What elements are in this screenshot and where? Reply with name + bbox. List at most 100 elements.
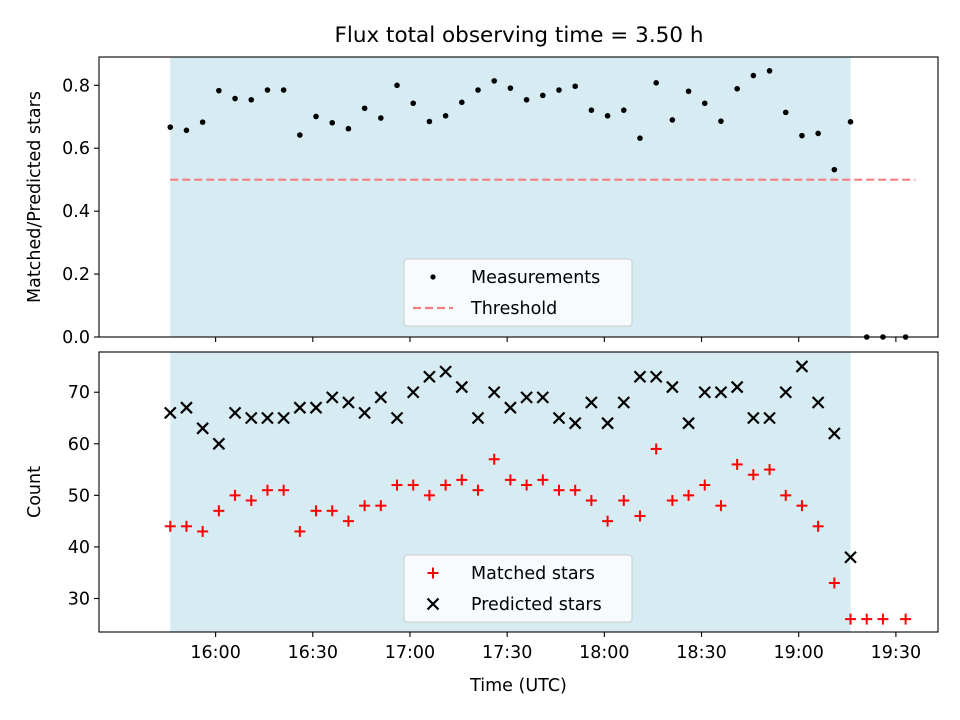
predicted-star-point [455,380,469,394]
measurement-point [685,88,692,95]
measurement-point [539,92,546,99]
predicted-star-point [666,380,679,394]
matched-star-point [278,484,290,496]
predicted-star-point [196,422,209,435]
matched-star-point [294,525,306,537]
matched-star-point [164,520,176,532]
predicted-star-point [520,391,533,404]
measurement-point [491,78,498,84]
x-stroke [585,396,598,409]
plus-marker-icon [427,567,439,579]
predicted-star-point [406,385,420,399]
predicted-star-point [244,411,258,425]
x-stroke [828,427,841,440]
matched-star-point [845,613,857,625]
plus-marker [427,567,439,579]
predicted-star-point [293,401,307,414]
x-axis-ticks: 16:00 16:30 17:00 17:30 18:00 18:30 19:00 19:30 [190,632,921,663]
x-stroke [520,391,533,404]
plot-frame [98,56,939,338]
measurement-point [378,115,384,121]
predicted-star-point [811,396,825,409]
matched-star-point [245,495,257,507]
x-stroke [779,385,793,399]
measurement-point [426,118,433,125]
predicted-star-point [779,385,793,399]
x-stroke [325,391,339,404]
predicted-star-point [504,401,517,414]
matched-star-point [699,479,711,491]
predicted-star-point [730,380,744,394]
matched-star-point [618,495,630,507]
matched-star-point [197,525,209,537]
x-stroke [212,437,226,451]
predicted-star-point [649,370,663,384]
predicted-star-point [585,396,598,409]
matched-star-point [877,613,889,625]
matched-star-point [391,479,403,491]
predicted-star-point [358,406,371,420]
predicted-star-point [261,411,274,425]
measurement-point [329,119,336,126]
predicted-star-point [633,370,647,384]
x-stroke [374,391,388,404]
y-tick-label: 70 [68,383,90,403]
x-stroke [568,416,582,430]
predicted-star-point [536,391,550,404]
x-tick-label: 16:00 [190,643,240,663]
legend: Measurements Threshold [403,258,633,327]
x-marker [426,597,440,611]
matched-star-point [261,484,273,496]
measurement-point [750,72,757,79]
x-stroke [682,416,695,430]
x-stroke [747,411,760,425]
x-stroke [714,385,728,399]
matched-star-point [407,479,419,491]
legend-label-measurements: Measurements [471,268,600,288]
matched-star-point [488,453,500,465]
measurement-point [653,79,659,86]
x-tick-label: 16:30 [288,643,338,663]
matched-star-point [764,464,776,476]
x-stroke [811,396,825,409]
predicted-star-point [374,391,388,404]
predicted-star-point [309,401,323,414]
matched-star-point [423,489,435,501]
matched-star-point [504,474,516,486]
predicted-star-point [471,411,485,425]
predicted-star-point [163,406,177,420]
predicted-star-point [682,416,695,430]
matched-star-point [569,484,581,496]
measurement-point [313,113,319,120]
x-stroke [180,401,193,414]
legend-box [403,258,633,327]
matched-star-point [715,500,727,512]
measurement-point [701,100,708,107]
measurement-point [216,87,222,94]
x-stroke [730,380,744,394]
ratio-panel: 0.00.20.40.60.8 Matched/Predicted stars … [25,56,939,348]
matched-star-point [796,500,808,512]
x-tick-label: 18:30 [676,643,726,663]
x-stroke [795,360,809,373]
measurement-point [815,130,821,137]
predicted-star-point [277,411,290,425]
x-stroke [228,406,242,420]
matched-star-point [861,613,873,625]
y-tick-label: 30 [68,589,90,609]
x-stroke [536,391,550,404]
y-tick-label: 0.8 [62,76,90,96]
x-stroke [358,406,371,420]
measurement-point [459,99,465,106]
predicted-star-point [714,385,728,399]
matched-star-point [747,469,759,481]
matched-star-point [553,484,565,496]
measurement-point [280,87,287,93]
legend-label-threshold: Threshold [470,299,557,319]
measurement-point [475,87,481,93]
matched-star-point [828,577,840,589]
predicted-star-point [795,360,809,373]
predicted-star-point [698,385,712,399]
predicted-star-point [844,550,857,564]
measurement-point [572,83,578,90]
